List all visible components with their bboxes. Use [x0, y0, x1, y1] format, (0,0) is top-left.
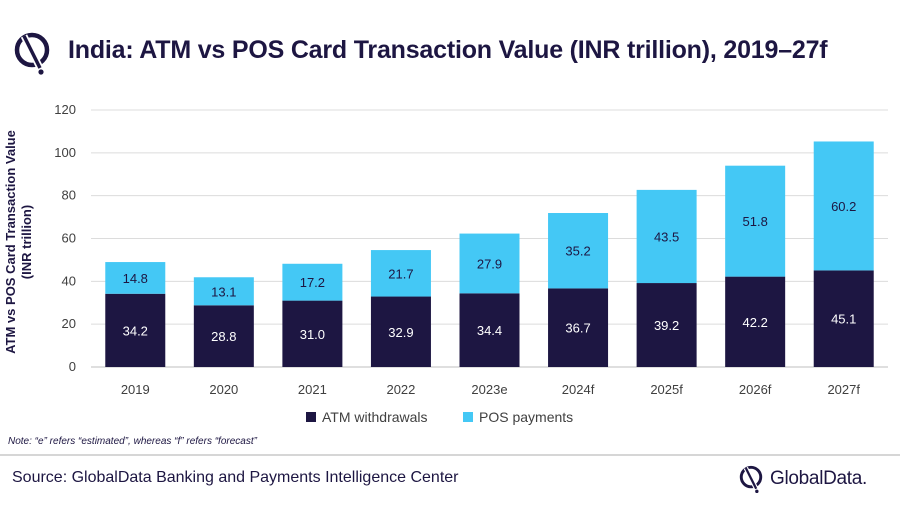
- data-label-atm-2027f: 45.1: [831, 312, 856, 327]
- data-label-pos-2020: 13.1: [211, 284, 236, 299]
- bar-atm-2022: [370, 296, 431, 367]
- data-label-atm-2020: 28.8: [211, 329, 236, 344]
- bar-atm-2020: [193, 305, 254, 367]
- bar-pos-2021: [282, 263, 343, 301]
- data-label-pos-2024f: 35.2: [565, 244, 590, 259]
- y-tick-80: 80: [62, 188, 76, 203]
- x-axis-ticks: 2019 2020 2021 2022 2023e 2024f 2025f 2026f 2027…: [121, 382, 861, 397]
- footnote: Note: “e” refers “estimated”, whereas “f…: [8, 436, 257, 447]
- data-label-atm-2019: 34.2: [123, 323, 148, 338]
- bar-atm-2024f: [548, 288, 609, 367]
- bar-atm-2023e: [459, 293, 520, 367]
- chart-title: India: ATM vs POS Card Transaction Value…: [68, 36, 828, 64]
- data-label-pos-2025f: 43.5: [654, 229, 679, 244]
- globaldata-brand-icon: [739, 465, 763, 494]
- x-tick-2020: 2020: [209, 382, 238, 397]
- x-tick-2025f: 2025f: [650, 382, 683, 397]
- legend-swatch-pos: [463, 412, 473, 422]
- x-tick-2024f: 2024f: [562, 382, 595, 397]
- data-label-atm-2021: 31.0: [300, 327, 325, 342]
- bar-pos-2023e: [459, 233, 520, 294]
- bar-pos-2019: [105, 262, 166, 294]
- legend: ATM withdrawals POS payments: [306, 409, 573, 425]
- legend-label-atm: ATM withdrawals: [322, 409, 428, 425]
- legend-label-pos: POS payments: [479, 409, 573, 425]
- globaldata-logo-icon: [14, 32, 50, 75]
- data-label-pos-2026f: 51.8: [743, 214, 768, 229]
- brand-name: GlobalData.: [770, 468, 868, 489]
- y-tick-20: 20: [62, 316, 76, 331]
- x-tick-2021: 2021: [298, 382, 327, 397]
- y-axis-label-line-2: (INR trillion): [19, 205, 34, 279]
- data-label-pos-2021: 17.2: [300, 275, 325, 290]
- x-tick-2023e: 2023e: [471, 382, 507, 397]
- bar-atm-2019: [105, 293, 166, 367]
- bar-pos-2020: [193, 277, 254, 306]
- bar-pos-2025f: [636, 189, 697, 284]
- y-tick-40: 40: [62, 273, 76, 288]
- bars: 34.2 14.8 28.8 13.1 31.0 17.2 32.9 21.7 34.4 27.9…: [105, 141, 874, 367]
- x-tick-2022: 2022: [386, 382, 415, 397]
- source-text: Source: GlobalData Banking and Payments …: [12, 469, 459, 486]
- brand-logo: GlobalData.: [738, 464, 867, 494]
- data-label-atm-2026f: 42.2: [743, 315, 768, 330]
- bar-pos-2026f: [725, 165, 786, 277]
- y-axis-ticks: 0 20 40 60 80 100 120: [54, 102, 76, 374]
- legend-swatch-atm: [306, 412, 316, 422]
- x-tick-2027f: 2027f: [827, 382, 860, 397]
- data-label-atm-2023e: 34.4: [477, 323, 502, 338]
- y-tick-100: 100: [54, 145, 76, 160]
- bar-atm-2025f: [636, 283, 697, 367]
- bar-atm-2021: [282, 300, 343, 367]
- x-tick-2019: 2019: [121, 382, 150, 397]
- bar-pos-2022: [370, 250, 431, 297]
- data-label-pos-2022: 21.7: [388, 266, 413, 281]
- bar-atm-2026f: [725, 276, 786, 367]
- bar-pos-2027f: [813, 141, 874, 271]
- x-tick-2026f: 2026f: [739, 382, 772, 397]
- footer-divider: [0, 454, 900, 456]
- bar-pos-2024f: [548, 213, 609, 289]
- data-label-atm-2022: 32.9: [388, 325, 413, 340]
- data-label-atm-2025f: 39.2: [654, 318, 679, 333]
- y-tick-120: 120: [54, 102, 76, 117]
- data-label-pos-2027f: 60.2: [831, 199, 856, 214]
- y-tick-60: 60: [62, 231, 76, 246]
- y-axis-label-line-1: ATM vs POS Card Transaction Value: [3, 130, 18, 354]
- data-label-atm-2024f: 36.7: [565, 321, 590, 336]
- y-tick-0: 0: [69, 359, 76, 374]
- data-label-pos-2019: 14.8: [123, 271, 148, 286]
- data-label-pos-2023e: 27.9: [477, 256, 502, 271]
- bar-atm-2027f: [813, 270, 874, 367]
